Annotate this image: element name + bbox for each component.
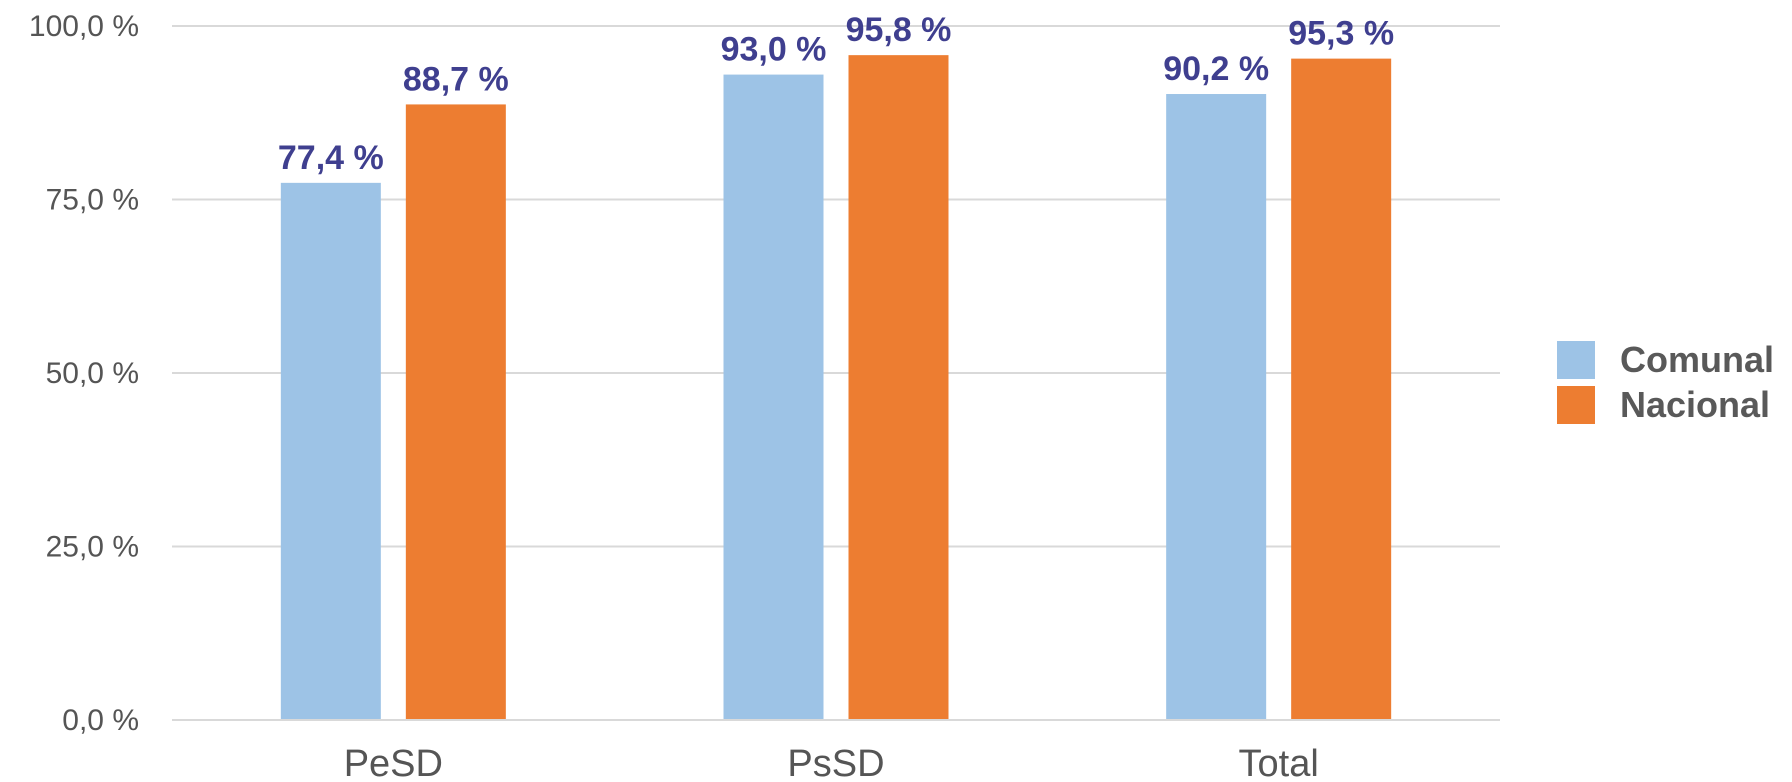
x-category-label: PeSD: [344, 743, 443, 782]
data-labels: 77,4 % 88,7 % 93,0 % 95,8 % 90,2 % 95,3 %: [278, 11, 1394, 177]
bar-nacional-pesd: [405, 104, 506, 720]
legend-label-comunal: Comunal: [1620, 339, 1774, 380]
bars: [280, 55, 1392, 721]
data-label: 88,7 %: [403, 60, 509, 98]
x-category-label: Total: [1239, 743, 1319, 782]
legend-swatch-nacional: [1557, 386, 1595, 424]
data-label: 93,0 %: [721, 31, 827, 69]
y-tick-label: 0,0 %: [62, 704, 139, 737]
x-axis: PeSD PsSD Total: [172, 719, 1500, 782]
bar-nacional-pssd: [848, 55, 949, 720]
data-label: 95,8 %: [846, 11, 952, 49]
data-label: 77,4 %: [278, 139, 384, 177]
bar-comunal-total: [1166, 94, 1267, 720]
bar-comunal-pesd: [280, 182, 381, 720]
y-tick-label: 100,0 %: [29, 10, 139, 43]
y-tick-label: 50,0 %: [46, 357, 139, 390]
data-label: 90,2 %: [1163, 50, 1269, 88]
y-axis: 0,0 % 25,0 % 50,0 % 75,0 % 100,0 %: [29, 10, 139, 737]
bar-comunal-pssd: [723, 74, 824, 720]
bar-nacional-total: [1291, 58, 1392, 721]
x-category-label: PsSD: [787, 743, 884, 782]
data-label: 95,3 %: [1288, 15, 1394, 53]
legend-swatch-comunal: [1557, 341, 1595, 379]
y-tick-label: 75,0 %: [46, 184, 139, 217]
legend-label-nacional: Nacional: [1620, 384, 1770, 425]
y-tick-label: 25,0 %: [46, 531, 139, 564]
